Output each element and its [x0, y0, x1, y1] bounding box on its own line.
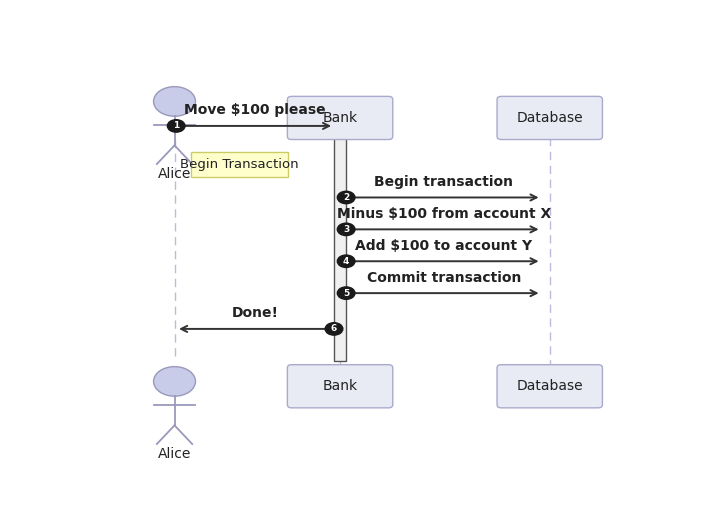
- Text: Begin Transaction: Begin Transaction: [180, 158, 298, 171]
- Circle shape: [154, 87, 196, 116]
- Text: Alice: Alice: [158, 167, 192, 181]
- Text: 2: 2: [343, 193, 350, 202]
- Text: Move $100 please: Move $100 please: [184, 104, 326, 117]
- Circle shape: [154, 367, 196, 396]
- Circle shape: [337, 191, 355, 204]
- Text: 3: 3: [343, 225, 350, 234]
- Text: Done!: Done!: [231, 307, 278, 320]
- Text: 4: 4: [343, 257, 350, 266]
- Text: Bank: Bank: [323, 379, 357, 393]
- Circle shape: [337, 223, 355, 235]
- FancyBboxPatch shape: [497, 365, 602, 408]
- Text: 6: 6: [331, 324, 337, 333]
- Text: Bank: Bank: [323, 111, 357, 125]
- Text: Database: Database: [516, 379, 583, 393]
- Text: Add $100 to account Y: Add $100 to account Y: [355, 239, 533, 252]
- Text: Database: Database: [516, 111, 583, 125]
- Text: Alice: Alice: [158, 447, 192, 461]
- Text: Minus $100 from account X: Minus $100 from account X: [337, 207, 551, 221]
- Circle shape: [325, 323, 343, 335]
- FancyBboxPatch shape: [288, 96, 393, 139]
- FancyBboxPatch shape: [288, 365, 393, 408]
- Text: 5: 5: [343, 289, 350, 297]
- FancyBboxPatch shape: [497, 96, 602, 139]
- Circle shape: [167, 120, 185, 132]
- Circle shape: [337, 287, 355, 299]
- Bar: [334, 124, 346, 361]
- Text: Begin transaction: Begin transaction: [375, 175, 513, 189]
- Text: 1: 1: [173, 121, 179, 130]
- Bar: [191, 152, 288, 177]
- Text: Commit transaction: Commit transaction: [367, 271, 521, 285]
- Circle shape: [337, 255, 355, 268]
